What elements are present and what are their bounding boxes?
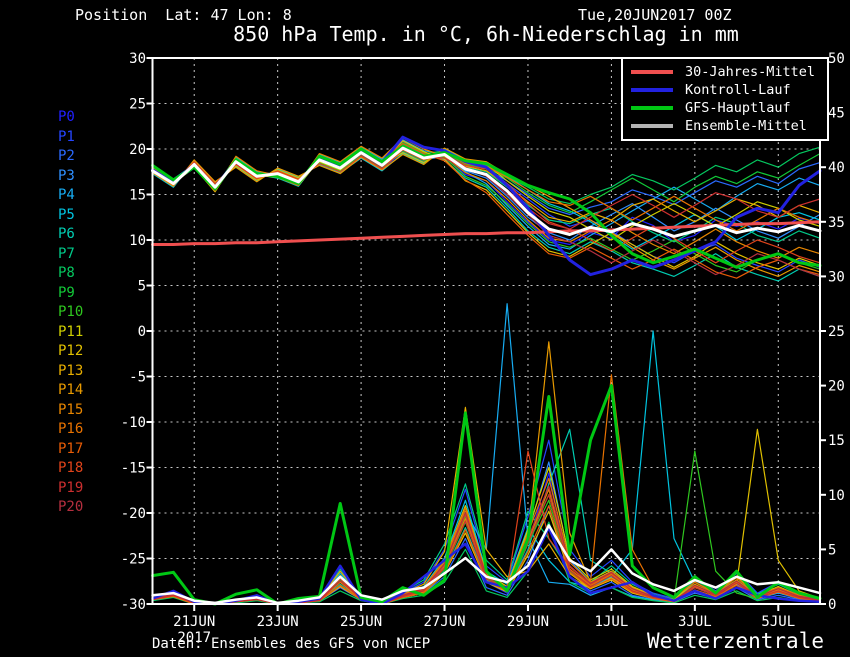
series-precip-P11	[151, 466, 821, 605]
y-right-tick-label: 35	[828, 215, 845, 231]
legend: 30-Jahres-Mittel Kontroll-Lauf GFS-Haupt…	[621, 57, 829, 141]
y-right-tick-label: 20	[828, 379, 845, 395]
member-label-P19: P19	[58, 479, 84, 496]
x-tick-label: 25JUN	[340, 614, 382, 630]
member-label-P2: P2	[58, 148, 75, 164]
series-precip-P19	[151, 494, 821, 605]
series-precip-mainrun	[151, 384, 822, 606]
member-label-P10: P10	[58, 304, 84, 320]
legend-swatch-30yr	[631, 70, 673, 74]
legend-swatch-ensmean	[631, 124, 673, 128]
member-label-P12: P12	[58, 343, 84, 359]
series-temp-P2	[151, 144, 821, 216]
legend-item: Kontroll-Lauf	[631, 82, 819, 98]
series-precip-ensemble-mean	[151, 524, 822, 605]
series-temp-30yr-mean	[151, 220, 822, 246]
y-left-tick-label: -25	[121, 552, 146, 568]
member-label-P17: P17	[58, 440, 84, 457]
x-tick-label: 3JUL	[678, 614, 712, 630]
legend-item: 30-Jahres-Mittel	[631, 64, 819, 80]
run-datetime: Tue,20JUN2017 00Z	[578, 6, 732, 24]
y-left-tick-label: -15	[121, 461, 146, 477]
series-precip-P8	[151, 521, 821, 605]
data-source: Daten: Ensembles des GFS von NCEP	[152, 636, 431, 652]
member-label-P13: P13	[58, 362, 84, 379]
y-left-tick-label: -30	[121, 597, 146, 613]
series-temp-control	[151, 135, 822, 277]
member-label-P3: P3	[58, 167, 75, 184]
member-label-P8: P8	[58, 265, 75, 281]
y-right-tick-label: 30	[828, 269, 845, 285]
x-tick-label: 29JUN	[507, 614, 549, 630]
legend-label-ensmean: Ensemble-Mittel	[685, 118, 807, 134]
member-label-P15: P15	[58, 401, 84, 418]
legend-item: GFS-Hauptlauf	[631, 100, 819, 116]
y-left-tick-label: 5	[138, 279, 146, 295]
y-left-tick-label: 30	[129, 51, 146, 67]
y-left-tick-label: 20	[129, 142, 146, 158]
y-left-tick-label: 15	[129, 188, 146, 204]
member-label-P18: P18	[58, 460, 84, 476]
y-right-tick-label: 40	[828, 160, 845, 176]
position-readout: Position Lat: 47 Lon: 8	[75, 6, 292, 24]
legend-swatch-mainrun	[631, 106, 673, 110]
y-left-tick-label: 25	[129, 97, 146, 113]
y-right-tick-label: 25	[828, 324, 845, 340]
y-right-tick-label: 15	[828, 433, 845, 449]
legend-swatch-control	[631, 88, 673, 92]
legend-label-mainrun: GFS-Hauptlauf	[685, 100, 791, 116]
y-left-tick-label: 10	[129, 233, 146, 249]
y-left-tick-label: -5	[129, 370, 146, 386]
y-right-tick-label: 45	[828, 106, 845, 122]
member-label-P1: P1	[58, 128, 75, 145]
member-label-P7: P7	[58, 245, 75, 262]
member-label-P20: P20	[58, 499, 84, 515]
member-label-P6: P6	[58, 226, 75, 242]
member-labels: P0 P1 P2 P3 P4 P5 P6 P7 P8 P9 P10 P11 P12 P13 P14 P15 P1…	[58, 108, 83, 518]
x-tick-label: 27JUN	[423, 614, 465, 630]
brand: Wetterzentrale	[646, 629, 824, 653]
x-tick-label: 23JUN	[257, 614, 299, 630]
series-temp-ensemble-mean	[151, 146, 822, 238]
member-label-P0: P0	[58, 109, 75, 125]
member-label-P4: P4	[58, 187, 75, 203]
member-label-P5: P5	[58, 206, 75, 223]
y-right-tick-label: 5	[828, 542, 836, 558]
member-label-P11: P11	[58, 323, 84, 340]
y-left-tick-label: 0	[138, 324, 146, 340]
member-label-P9: P9	[58, 284, 75, 301]
legend-item: Ensemble-Mittel	[631, 118, 819, 134]
y-right-tick-label: 50	[828, 51, 845, 67]
y-left-tick-label: -10	[121, 415, 146, 431]
legend-label-control: Kontroll-Lauf	[685, 82, 791, 98]
x-tick-label: 5JUL	[761, 614, 795, 630]
member-label-P14: P14	[58, 382, 84, 398]
legend-label-30yr: 30-Jahres-Mittel	[685, 64, 816, 80]
x-tick-label: 21JUN	[173, 614, 215, 630]
series-temp-P15	[151, 137, 821, 259]
chart-title: 850 hPa Temp. in °C, 6h-Niederschlag in …	[233, 22, 739, 46]
series-temp-P14	[151, 147, 821, 277]
y-right-tick-label: 10	[828, 488, 845, 504]
y-right-tick-label: 0	[828, 597, 836, 613]
y-left-tick-label: -20	[121, 506, 146, 522]
member-label-P16: P16	[58, 421, 84, 437]
x-year-label: 2017	[177, 630, 211, 646]
x-tick-label: 1JUL	[595, 614, 629, 630]
